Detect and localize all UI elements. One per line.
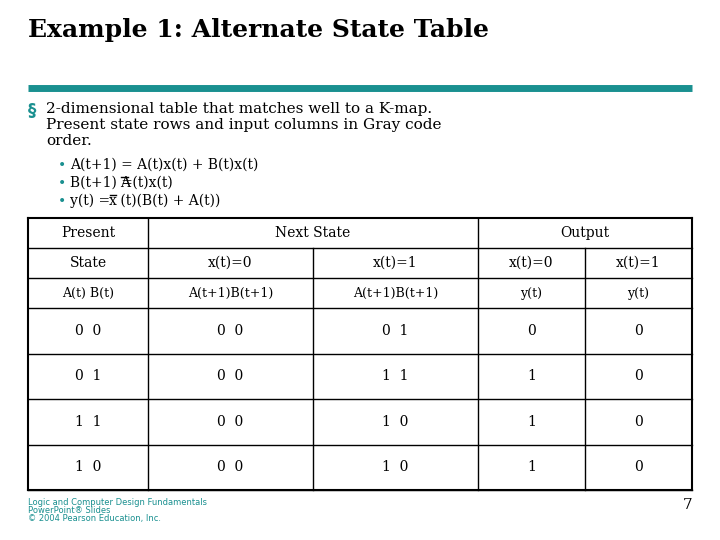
Text: 0: 0	[634, 369, 643, 383]
Text: x(t)=0: x(t)=0	[208, 256, 253, 270]
Text: © 2004 Pearson Education, Inc.: © 2004 Pearson Education, Inc.	[28, 514, 161, 523]
Text: 0: 0	[527, 324, 536, 338]
Text: 0  0: 0 0	[217, 460, 243, 474]
Text: 2-dimensional table that matches well to a K-map.: 2-dimensional table that matches well to…	[46, 102, 432, 116]
Text: 7: 7	[683, 498, 692, 512]
Text: 0: 0	[634, 460, 643, 474]
Text: A(t) B(t): A(t) B(t)	[62, 287, 114, 300]
Text: State: State	[69, 256, 107, 270]
Text: 1  1: 1 1	[75, 415, 102, 429]
Text: 1  1: 1 1	[382, 369, 409, 383]
Text: •: •	[58, 158, 66, 172]
Text: y(t): y(t)	[628, 287, 649, 300]
Text: 1  0: 1 0	[75, 460, 102, 474]
Text: 0: 0	[634, 324, 643, 338]
Text: (t)x(t): (t)x(t)	[128, 176, 173, 190]
Text: •: •	[58, 176, 66, 190]
Text: 0  1: 0 1	[382, 324, 409, 338]
Text: Example 1: Alternate State Table: Example 1: Alternate State Table	[28, 18, 489, 42]
Text: (t)(B(t) + A(t)): (t)(B(t) + A(t))	[116, 194, 220, 208]
Text: 1  0: 1 0	[382, 415, 409, 429]
Text: 0: 0	[634, 415, 643, 429]
Text: x: x	[109, 194, 117, 208]
Text: A(t+1)B(t+1): A(t+1)B(t+1)	[353, 287, 438, 300]
Text: 0  1: 0 1	[75, 369, 102, 383]
Text: 0  0: 0 0	[217, 369, 243, 383]
Text: 0  0: 0 0	[75, 324, 101, 338]
Text: Logic and Computer Design Fundamentals: Logic and Computer Design Fundamentals	[28, 498, 207, 507]
Text: §: §	[28, 102, 37, 120]
Text: y(t) =: y(t) =	[70, 194, 114, 208]
Text: Present state rows and input columns in Gray code: Present state rows and input columns in …	[46, 118, 441, 132]
Text: 0  0: 0 0	[217, 415, 243, 429]
Text: Present: Present	[61, 226, 115, 240]
Text: x(t)=1: x(t)=1	[616, 256, 661, 270]
Text: PowerPoint® Slides: PowerPoint® Slides	[28, 506, 110, 515]
Text: y(t): y(t)	[521, 287, 542, 300]
Text: 0  0: 0 0	[217, 324, 243, 338]
Text: 1  0: 1 0	[382, 460, 409, 474]
Text: 1: 1	[527, 415, 536, 429]
Text: x(t)=1: x(t)=1	[373, 256, 418, 270]
Text: 1: 1	[527, 460, 536, 474]
Text: x(t)=0: x(t)=0	[509, 256, 554, 270]
Text: 1: 1	[527, 369, 536, 383]
Text: A(t+1) = A(t)x(t) + B(t)x(t): A(t+1) = A(t)x(t) + B(t)x(t)	[70, 158, 258, 172]
Text: B(t+1) =: B(t+1) =	[70, 176, 138, 190]
Text: A(t+1)B(t+1): A(t+1)B(t+1)	[188, 287, 273, 300]
Text: Output: Output	[560, 226, 610, 240]
Text: Next State: Next State	[275, 226, 351, 240]
Text: A: A	[120, 176, 130, 190]
Text: •: •	[58, 194, 66, 208]
Text: order.: order.	[46, 134, 91, 148]
